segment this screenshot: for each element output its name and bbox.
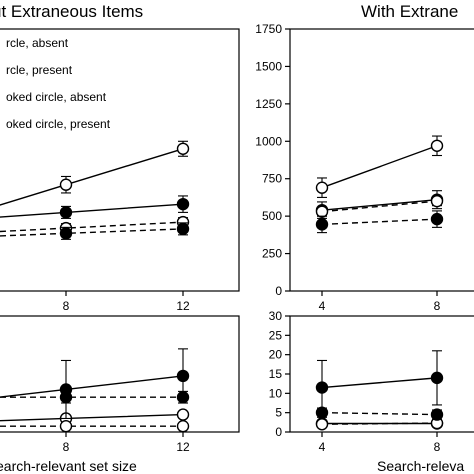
y-tick-label: 20 [269,348,283,362]
series-line [0,375,184,398]
y-tick-label: 1000 [255,134,282,148]
legend-entry-label: oked circle, present [6,117,111,131]
data-point [176,197,190,211]
y-tick-label: 1250 [255,97,282,111]
legend: rcle, absent rcle, present oked circle, ab… [6,36,111,131]
y-tick-label: 0 [275,425,282,439]
data-point [315,406,329,419]
plot-area [0,140,190,240]
y-tick-label: 250 [262,247,282,261]
plot-area [315,135,444,234]
data-point [59,227,73,240]
plot-area [0,348,190,432]
data-point [176,222,190,236]
series-line [321,422,438,425]
y-tick-label: 15 [269,367,283,381]
series-line [321,411,438,416]
data-point [176,391,190,404]
left-bottom-plot: 8 12 [0,348,190,454]
y-tick-label: 0 [275,284,282,298]
series-line [0,413,184,422]
right-top-panel-frame [289,28,474,292]
x-tick-label: 8 [63,299,70,313]
right-top-plot: 0 250 500 750 1000 1250 1500 1750 4 8 [255,22,444,313]
data-point [59,178,73,191]
data-point [315,181,329,194]
series-line [321,218,438,226]
series-line [0,203,184,218]
data-point [59,206,73,219]
x-tick-label: 8 [434,299,441,313]
left-x-axis-label: earch-relevant set size [0,458,137,474]
right-bottom-plot: 0 5 10 15 20 25 30 4 8 [269,309,444,454]
x-tick-label: 8 [63,440,70,454]
data-point [430,212,444,226]
right-x-axis-label: Search-releva [377,458,464,474]
y-tick-label: 25 [269,328,283,342]
data-point [176,420,190,432]
series-line [321,377,438,389]
legend-entry-label: oked circle, absent [6,90,107,104]
y-tick-label: 1500 [255,59,282,73]
data-point [430,408,444,421]
x-tick-label: 12 [176,299,190,313]
series-line [321,200,438,213]
data-point [315,205,329,218]
series-line [0,148,184,206]
y-tick-label: 500 [262,209,282,223]
y-tick-label: 750 [262,172,282,186]
x-tick-label: 12 [176,440,190,454]
left-top-panel-frame [0,28,240,292]
legend-entry-label: rcle, present [6,63,73,77]
data-point [176,142,190,155]
data-point [176,369,190,383]
left-bottom-panel-frame [0,315,240,433]
y-tick-label: 5 [275,406,282,420]
plot-area [315,350,444,431]
data-point [176,408,190,421]
data-point [59,391,73,404]
x-tick-label: 4 [319,299,326,313]
x-tick-label: 4 [319,440,326,454]
series-line [321,145,438,189]
series-line [321,198,438,211]
data-point [430,194,444,208]
x-tick-label: 8 [434,440,441,454]
left-top-plot: 8 12 [0,140,190,313]
left-panel-title: ut Extraneous Items [0,2,143,21]
y-tick-label: 30 [269,309,283,323]
y-tick-label: 10 [269,386,283,400]
data-point [430,139,444,152]
data-point [59,420,73,432]
series-line [0,221,184,233]
data-point [315,218,329,231]
y-tick-label: 1750 [255,22,282,36]
right-panel-title: With Extrane [361,2,458,21]
data-point [430,371,444,385]
legend-entry-label: rcle, absent [6,36,69,50]
series-line [0,228,184,237]
data-point [315,381,329,394]
data-point [315,418,329,431]
